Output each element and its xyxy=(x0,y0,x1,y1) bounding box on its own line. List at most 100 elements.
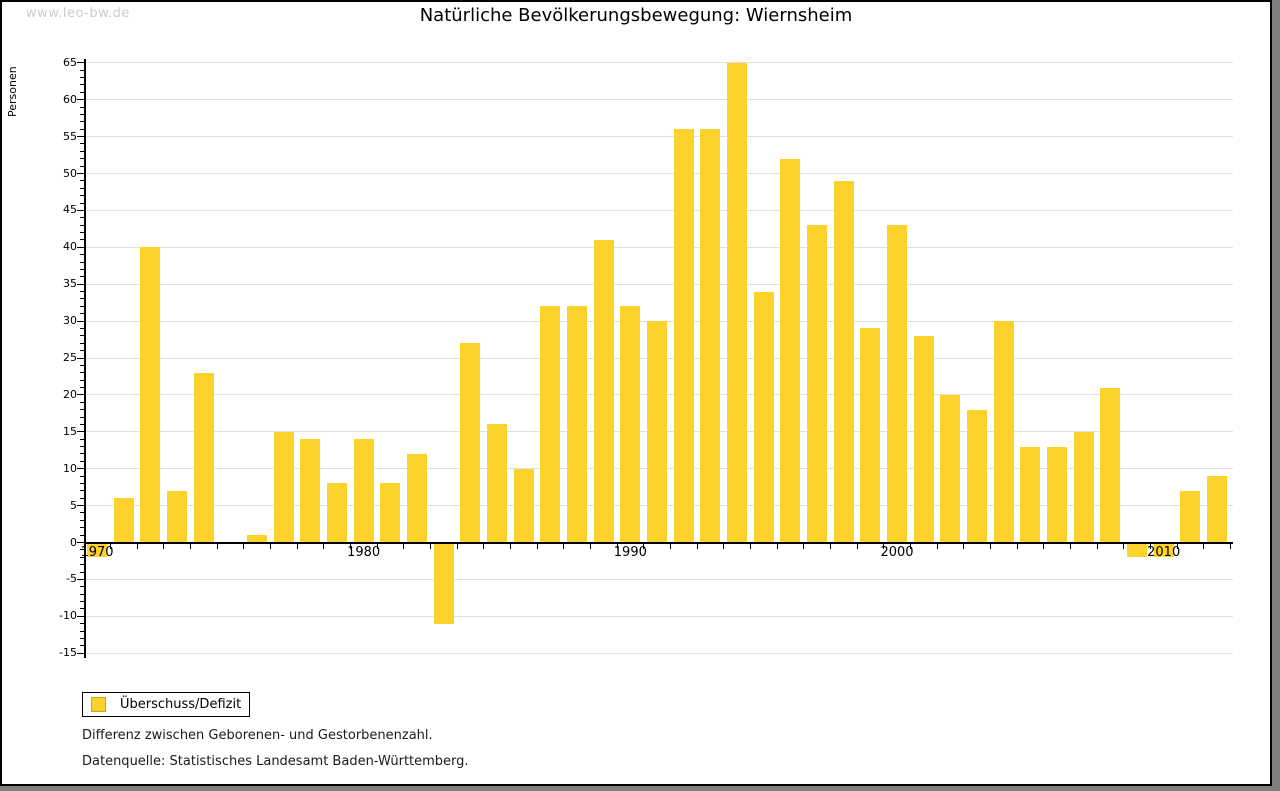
y-major-tick xyxy=(77,62,84,64)
x-tick xyxy=(163,543,165,549)
x-tick xyxy=(1016,543,1018,549)
y-minor-tick xyxy=(80,527,84,529)
y-minor-tick xyxy=(80,637,84,639)
x-tick xyxy=(669,543,671,549)
y-major-tick xyxy=(77,320,84,322)
bar-2012 xyxy=(1207,476,1227,543)
x-tick xyxy=(536,543,538,549)
y-minor-tick xyxy=(80,512,84,514)
x-tick xyxy=(243,543,245,549)
y-minor-tick xyxy=(80,571,84,573)
y-major-tick xyxy=(77,615,84,617)
bar-1984 xyxy=(460,343,481,543)
y-major-tick xyxy=(77,431,84,433)
y-major-tick xyxy=(77,209,84,211)
footnote-source: Datenquelle: Statistisches Landesamt Bad… xyxy=(82,754,469,769)
bar-1976 xyxy=(247,535,267,543)
y-gridline xyxy=(85,99,1233,101)
y-minor-tick xyxy=(80,342,84,344)
bar-2001 xyxy=(913,335,934,543)
bar-1991 xyxy=(647,321,667,543)
bar-1994 xyxy=(727,62,747,543)
bar-1989 xyxy=(593,239,614,543)
y-minor-tick xyxy=(80,623,84,625)
y-minor-tick xyxy=(80,224,84,226)
x-tick-label: 1990 xyxy=(613,545,647,560)
x-tick xyxy=(803,543,805,549)
bar-2004 xyxy=(993,321,1014,543)
y-tick-label: 20 xyxy=(63,387,77,401)
y-minor-tick xyxy=(80,91,84,93)
x-tick xyxy=(829,543,831,549)
y-tick-label: 30 xyxy=(63,314,77,328)
y-minor-tick xyxy=(80,475,84,477)
x-tick-label: 1970 xyxy=(80,545,114,560)
bar-1985 xyxy=(487,424,507,543)
y-minor-tick xyxy=(80,379,84,381)
bar-1973 xyxy=(167,490,187,543)
x-tick-label: 2010 xyxy=(1147,545,1181,560)
bar-1988 xyxy=(567,306,587,543)
y-tick-label: 50 xyxy=(63,166,77,180)
y-major-tick xyxy=(77,578,84,580)
y-minor-tick xyxy=(80,202,84,204)
bar-2003 xyxy=(967,409,987,543)
y-minor-tick xyxy=(80,217,84,219)
y-minor-tick xyxy=(80,84,84,86)
x-tick xyxy=(1229,543,1231,549)
y-minor-tick xyxy=(80,372,84,374)
x-tick xyxy=(563,543,565,549)
y-minor-tick xyxy=(80,534,84,536)
y-minor-tick xyxy=(80,519,84,521)
x-tick xyxy=(269,543,271,549)
y-major-tick xyxy=(77,283,84,285)
footnote-definition: Differenz zwischen Geborenen- und Gestor… xyxy=(82,728,433,743)
bar-1980 xyxy=(353,439,374,543)
y-major-tick xyxy=(77,542,84,543)
y-minor-tick xyxy=(80,438,84,440)
bar-1971 xyxy=(113,498,134,543)
y-minor-tick xyxy=(80,556,84,558)
y-minor-tick xyxy=(80,254,84,256)
x-tick xyxy=(963,543,965,549)
y-minor-tick xyxy=(80,150,84,152)
x-axis-line xyxy=(85,541,1233,544)
bar-1997 xyxy=(807,225,827,543)
x-tick xyxy=(429,543,431,549)
y-minor-tick xyxy=(80,593,84,595)
y-gridline xyxy=(85,173,1233,174)
bar-1990 xyxy=(620,306,641,543)
y-major-tick xyxy=(77,173,84,174)
bar-1986 xyxy=(513,468,534,543)
y-gridline xyxy=(85,652,1233,654)
y-gridline xyxy=(85,136,1233,138)
y-minor-tick xyxy=(80,409,84,411)
bar-2005 xyxy=(1020,446,1041,543)
bar-1998 xyxy=(833,180,854,543)
y-minor-tick xyxy=(80,490,84,492)
y-gridline xyxy=(85,615,1233,617)
x-tick xyxy=(323,543,325,549)
legend: Überschuss/Defizit xyxy=(82,692,250,717)
x-tick xyxy=(509,543,511,549)
x-tick xyxy=(643,543,645,549)
x-tick-label: 2000 xyxy=(880,545,914,560)
x-tick xyxy=(589,543,591,549)
x-tick xyxy=(909,543,911,549)
y-tick-label: 25 xyxy=(63,351,77,364)
bar-1993 xyxy=(700,129,721,543)
y-tick-label: 10 xyxy=(63,461,77,475)
bar-1981 xyxy=(380,483,401,543)
y-minor-tick xyxy=(80,180,84,182)
y-tick-label: 65 xyxy=(63,55,77,69)
y-major-tick xyxy=(77,357,84,359)
bar-1974 xyxy=(193,372,214,543)
x-tick xyxy=(776,543,778,549)
y-major-tick xyxy=(77,246,84,248)
y-minor-tick xyxy=(80,482,84,484)
y-minor-tick xyxy=(80,601,84,603)
y-gridline xyxy=(85,246,1233,248)
y-gridline xyxy=(85,283,1233,285)
y-minor-tick xyxy=(80,305,84,307)
